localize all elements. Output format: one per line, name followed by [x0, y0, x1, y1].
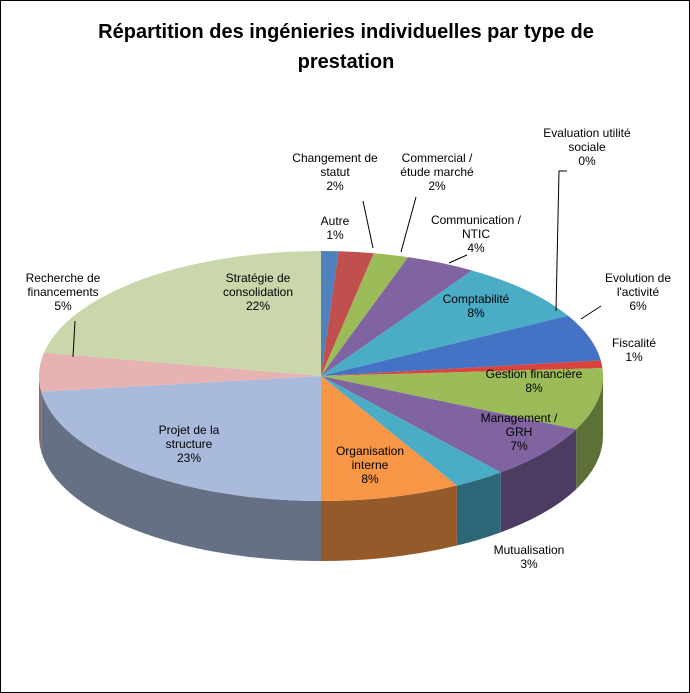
slice-side: [39, 376, 42, 452]
slice: [39, 352, 321, 392]
slice: [43, 251, 321, 376]
data-label: Mutualisation 3%: [464, 543, 594, 571]
slice-side: [500, 429, 577, 533]
slice-side: [41, 391, 321, 561]
leader-line: [580, 305, 602, 320]
data-label: Commercial / étude marché 2%: [372, 151, 502, 193]
slice-side: [576, 376, 603, 490]
category-label: Mutualisation: [493, 543, 565, 557]
data-label: Gestion financière 8%: [469, 367, 599, 395]
data-label: Organisation interne 8%: [305, 444, 435, 486]
category-label: Projet de la structure: [158, 423, 220, 451]
data-label: Stratégie de consolidation 22%: [193, 271, 323, 313]
slice: [321, 360, 603, 376]
slice: [321, 376, 577, 473]
value-label: 2%: [428, 179, 446, 193]
leader-line: [362, 200, 374, 249]
leader-line: [555, 170, 567, 312]
value-label: 22%: [245, 299, 271, 313]
data-label: Management / GRH 7%: [454, 411, 584, 453]
category-label: Commercial / étude marché: [400, 151, 474, 179]
chart-title: Répartition des ingénieries individuelle…: [98, 21, 594, 73]
slice: [41, 376, 321, 501]
slice: [321, 270, 569, 376]
category-label: Evaluation utilité sociale: [543, 126, 631, 154]
data-label: Evolution de l'activité 6%: [573, 271, 689, 313]
slice: [321, 251, 374, 376]
slice: [321, 368, 603, 430]
category-label: Evolution de l'activité: [604, 271, 672, 299]
category-label: Gestion financière: [485, 367, 583, 381]
value-label: 23%: [176, 451, 202, 465]
data-label: Changement de statut 2%: [270, 151, 400, 193]
data-label: Recherche de financements 5%: [1, 271, 128, 313]
category-label: Management / GRH: [480, 411, 558, 439]
category-label: Stratégie de consolidation: [222, 271, 294, 299]
value-label: 0%: [578, 154, 596, 168]
value-label: 2%: [326, 179, 344, 193]
category-label: Recherche de financements: [25, 271, 101, 299]
data-label: Projet de la structure 23%: [124, 423, 254, 465]
slice: [321, 253, 409, 376]
leader-line: [448, 254, 468, 264]
data-label: Fiscalité 1%: [569, 336, 689, 364]
category-label: Communication / NTIC: [430, 213, 522, 241]
value-label: 3%: [520, 557, 538, 571]
value-label: 8%: [467, 306, 485, 320]
category-label: Organisation interne: [335, 444, 405, 472]
data-label: Evaluation utilité sociale 0%: [522, 126, 652, 168]
slice: [321, 251, 339, 376]
leader-line: [400, 196, 417, 253]
slice: [321, 315, 601, 376]
data-label: Autre 1%: [270, 214, 400, 242]
slice-side: [321, 485, 457, 561]
data-label: Comptabilité 8%: [411, 292, 541, 320]
category-label: Comptabilité: [442, 292, 510, 306]
value-label: 1%: [625, 350, 643, 364]
slice: [321, 376, 457, 501]
category-label: Fiscalité: [611, 336, 656, 350]
value-label: 6%: [629, 299, 647, 313]
slice: [321, 376, 501, 486]
category-label: Changement de statut: [292, 151, 378, 179]
slice: [321, 257, 473, 376]
value-label: 8%: [525, 381, 543, 395]
value-label: 4%: [467, 241, 485, 255]
slice-side: [456, 472, 501, 546]
value-label: 8%: [361, 472, 379, 486]
value-label: 5%: [54, 299, 72, 313]
leader-line: [72, 320, 76, 358]
data-label: Communication / NTIC 4%: [411, 213, 541, 255]
category-label: Autre: [320, 214, 350, 228]
value-label: 7%: [510, 439, 528, 453]
value-label: 1%: [326, 228, 344, 242]
